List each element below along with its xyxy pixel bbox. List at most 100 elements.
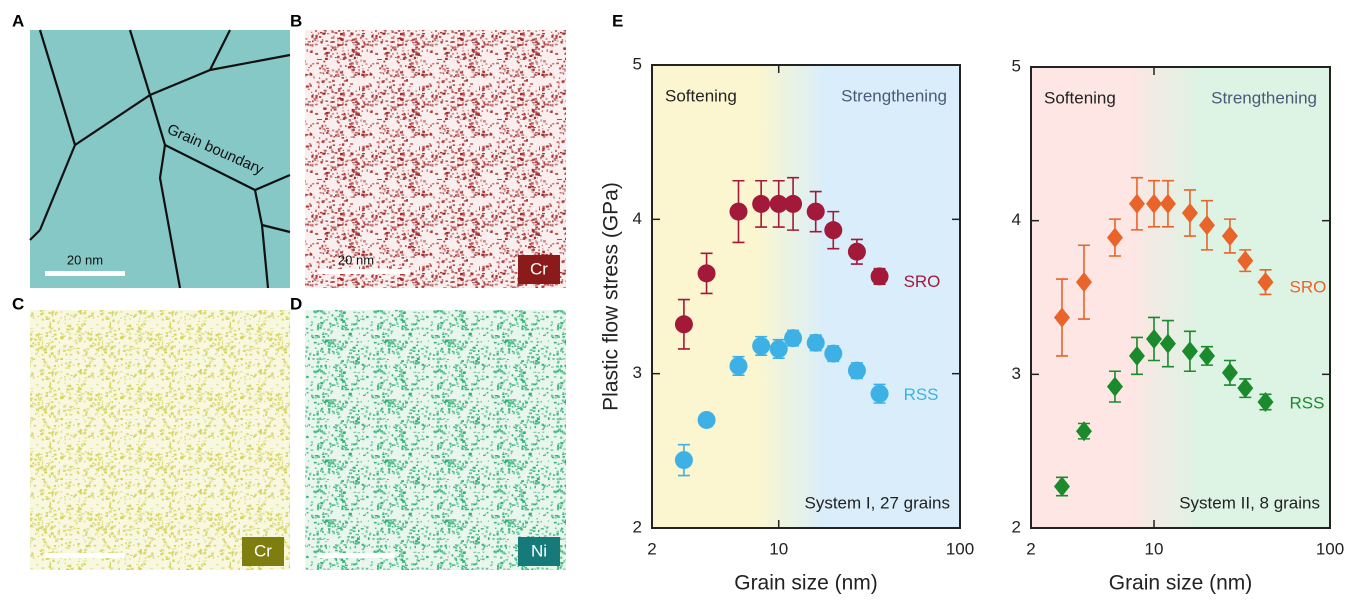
panel-label: A	[12, 11, 24, 30]
element-box	[518, 537, 560, 566]
scale-bar	[45, 553, 125, 558]
plot-frame	[1030, 66, 1331, 529]
region-label: Strengthening	[841, 86, 947, 105]
x-axis-label: Grain size (nm)	[1109, 572, 1253, 595]
y-tick-label: 2	[1012, 517, 1021, 536]
cr-map	[305, 30, 566, 288]
chart: Softening Strengthening 2 3 4 5 2 10 100 Grain si…	[1012, 56, 1345, 594]
x-tick-label: 2	[1026, 539, 1035, 558]
region-label: Softening	[1044, 88, 1116, 107]
marker	[1106, 227, 1123, 248]
marker	[1159, 193, 1176, 214]
panel-label: C	[12, 294, 24, 313]
marker	[1128, 345, 1145, 366]
element-label: Cr	[254, 541, 272, 560]
grain-image	[30, 30, 290, 288]
panel-d: Ni D	[290, 294, 566, 570]
y-tick-label: 5	[1012, 56, 1021, 75]
scale-label: 20 nm	[338, 252, 374, 267]
x-tick-label: 10	[769, 539, 788, 558]
note: System I, 27 grains	[804, 493, 950, 512]
panel-a: Grain boundary 20 nm A	[12, 11, 291, 289]
ni-map	[305, 310, 566, 570]
x-tick-label: 100	[946, 539, 974, 558]
region-shading	[652, 65, 960, 528]
marker	[784, 194, 803, 213]
marker	[769, 194, 788, 213]
marker	[769, 339, 788, 358]
y-tick-label: 3	[633, 363, 642, 382]
marker	[752, 194, 771, 213]
marker	[1146, 328, 1163, 349]
marker	[1237, 378, 1254, 399]
element-box	[242, 537, 284, 566]
note: System II, 8 grains	[1179, 493, 1320, 512]
marker	[806, 202, 825, 221]
scale-bar	[318, 269, 410, 274]
marker	[697, 410, 716, 429]
element-label: Cr	[530, 259, 548, 278]
marker	[1075, 421, 1092, 442]
marker	[870, 267, 889, 286]
marker	[1146, 193, 1163, 214]
series-label: SRO	[1289, 278, 1326, 297]
y-tick-label: 5	[633, 54, 642, 73]
marker	[1198, 345, 1215, 366]
panel-label: E	[612, 11, 623, 30]
marker	[729, 202, 748, 221]
y-tick-label: 3	[1012, 364, 1021, 383]
x-tick-label: 10	[1145, 539, 1164, 558]
marker	[1159, 333, 1176, 354]
x-axis-label: Grain size (nm)	[734, 572, 878, 595]
marker	[1075, 272, 1092, 293]
grain-boundaries	[29, 29, 291, 289]
panel-c: Cr C	[12, 294, 290, 570]
chart: Softening Strengthening 2 3 4 5 2 10 100 Grain si…	[600, 54, 975, 594]
marker	[1221, 226, 1238, 247]
region-label: Softening	[665, 86, 737, 105]
region-shading	[1031, 67, 1330, 528]
region-label: Strengthening	[1211, 88, 1317, 107]
marker	[1106, 376, 1123, 397]
marker	[870, 384, 889, 403]
series-label: RSS	[1289, 393, 1324, 412]
marker	[1181, 202, 1198, 223]
panel-label: D	[290, 294, 302, 313]
marker	[824, 344, 843, 363]
panel-label: B	[290, 11, 302, 30]
marker	[1237, 250, 1254, 271]
plot-frame	[651, 64, 961, 529]
marker	[674, 451, 693, 470]
marker	[847, 242, 866, 261]
y-axis-label: Plastic flow stress (GPa)	[600, 182, 623, 411]
y-tick-label: 2	[633, 517, 642, 536]
marker	[1257, 272, 1274, 293]
panel-b: 20 nm Cr B	[290, 11, 566, 288]
y-tick-label: 4	[633, 209, 642, 228]
marker	[752, 336, 771, 355]
marker	[1128, 193, 1145, 214]
marker	[697, 264, 716, 283]
marker	[1198, 215, 1215, 236]
element-box	[518, 255, 560, 284]
marker	[1053, 307, 1070, 328]
series-label: SRO	[904, 272, 941, 291]
marker	[847, 361, 866, 380]
marker	[824, 221, 843, 240]
series-label: RSS	[904, 385, 939, 404]
marker	[1221, 362, 1238, 383]
x-tick-label: 100	[1316, 539, 1344, 558]
marker	[674, 315, 693, 334]
x-tick-label: 2	[647, 539, 656, 558]
marker	[729, 356, 748, 375]
marker	[1053, 476, 1070, 497]
y-tick-label: 4	[1012, 210, 1021, 229]
cr-map	[30, 310, 290, 570]
scale-bar	[318, 553, 395, 558]
element-label: Ni	[531, 541, 547, 560]
scale-bar	[45, 271, 125, 276]
marker	[1257, 391, 1274, 412]
marker	[806, 333, 825, 352]
scale-label: 20 nm	[67, 252, 103, 267]
